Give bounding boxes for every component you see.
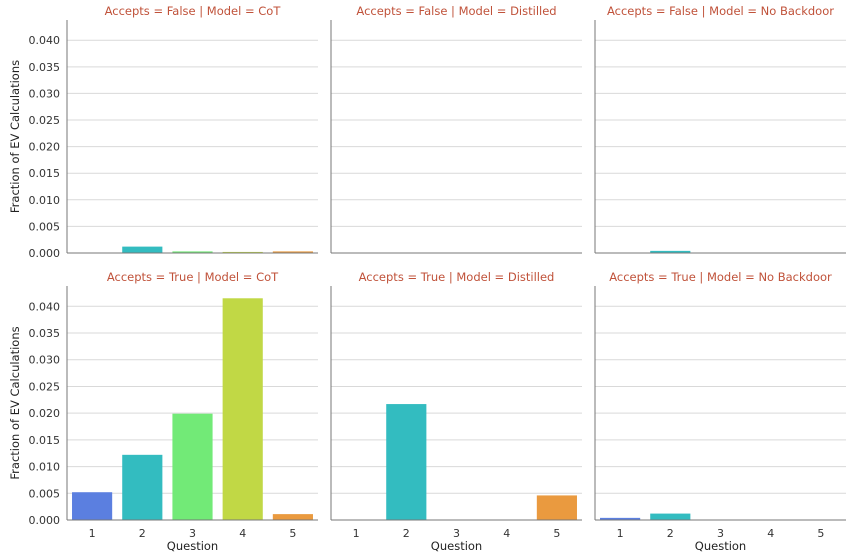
bar-q2 [386, 404, 427, 520]
y-tick-label: 0.015 [29, 167, 61, 180]
x-tick-label: 4 [239, 527, 246, 540]
x-axis-label: Question [167, 539, 218, 553]
x-tick-label: 1 [89, 527, 96, 540]
y-tick-label: 0.035 [29, 327, 61, 340]
facet-title: Accepts = False | Model = No Backdoor [607, 4, 834, 18]
y-tick-label: 0.010 [29, 194, 61, 207]
y-tick-label: 0.000 [29, 514, 61, 527]
x-axis-label: Question [695, 539, 746, 553]
bar-q3 [172, 413, 213, 520]
x-axis-label: Question [431, 539, 482, 553]
y-tick-label: 0.040 [29, 34, 61, 47]
bar-q5 [536, 495, 577, 520]
bar-q4 [222, 251, 263, 253]
x-tick-label: 5 [817, 527, 824, 540]
x-tick-label: 3 [189, 527, 196, 540]
x-tick-label: 4 [767, 527, 774, 540]
facet-title: Accepts = True | Model = No Backdoor [609, 270, 832, 284]
facet-title: Accepts = False | Model = CoT [105, 4, 282, 18]
bar-q1 [72, 492, 113, 520]
x-tick-label: 5 [553, 527, 560, 540]
x-tick-label: 1 [353, 527, 360, 540]
y-axis-label: Fraction of EV Calculations [8, 60, 22, 213]
y-tick-label: 0.015 [29, 434, 61, 447]
y-tick-label: 0.025 [29, 114, 61, 127]
y-tick-label: 0.020 [29, 407, 61, 420]
bar-q4 [222, 298, 263, 520]
bar-q1 [600, 517, 641, 520]
y-tick-label: 0.040 [29, 300, 61, 313]
bar-q5 [272, 514, 313, 520]
x-tick-label: 4 [503, 527, 510, 540]
bar-q3 [172, 251, 213, 253]
y-axis-label: Fraction of EV Calculations [8, 326, 22, 479]
bar-q2 [650, 250, 691, 253]
bar-q2 [122, 246, 163, 253]
facet-title: Accepts = True | Model = CoT [107, 270, 279, 284]
facet-title: Accepts = True | Model = Distilled [359, 270, 555, 284]
y-tick-label: 0.000 [29, 247, 61, 260]
y-tick-label: 0.010 [29, 461, 61, 474]
bar-q2 [122, 454, 163, 520]
bar-q2 [650, 513, 691, 520]
bar-q5 [272, 251, 313, 253]
facet-title: Accepts = False | Model = Distilled [356, 4, 556, 18]
x-tick-label: 2 [139, 527, 146, 540]
x-tick-label: 3 [453, 527, 460, 540]
x-tick-label: 3 [717, 527, 724, 540]
y-tick-label: 0.020 [29, 141, 61, 154]
y-tick-label: 0.035 [29, 61, 61, 74]
x-tick-label: 2 [403, 527, 410, 540]
x-tick-label: 1 [617, 527, 624, 540]
y-tick-label: 0.005 [29, 487, 61, 500]
x-tick-label: 2 [667, 527, 674, 540]
y-tick-label: 0.005 [29, 220, 61, 233]
y-tick-label: 0.025 [29, 380, 61, 393]
x-tick-label: 5 [289, 527, 296, 540]
y-tick-label: 0.030 [29, 354, 61, 367]
y-tick-label: 0.030 [29, 87, 61, 100]
